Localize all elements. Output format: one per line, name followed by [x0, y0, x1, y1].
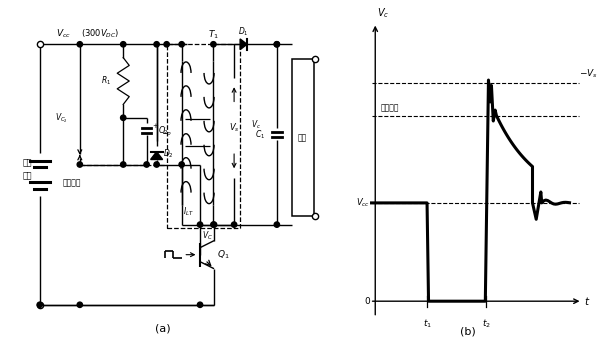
- Circle shape: [37, 302, 43, 307]
- Circle shape: [77, 42, 82, 47]
- Text: $I_{LT}$: $I_{LT}$: [182, 205, 194, 217]
- Circle shape: [274, 42, 280, 47]
- Circle shape: [121, 42, 126, 47]
- Circle shape: [121, 162, 126, 167]
- Text: $t_2$: $t_2$: [482, 318, 491, 330]
- Text: +: +: [152, 123, 158, 129]
- Text: 钳位电压: 钳位电压: [381, 104, 400, 113]
- Text: $V_{cc}$: $V_{cc}$: [356, 197, 370, 209]
- Circle shape: [121, 115, 126, 121]
- Bar: [167, 44, 240, 228]
- Text: $t_1$: $t_1$: [422, 318, 431, 330]
- Text: $V_s$: $V_s$: [229, 122, 239, 134]
- Circle shape: [154, 162, 159, 167]
- Text: $R_1$: $R_1$: [101, 75, 112, 87]
- Circle shape: [197, 302, 203, 307]
- Text: $L_p$: $L_p$: [161, 126, 172, 139]
- Polygon shape: [151, 152, 163, 159]
- Circle shape: [274, 42, 280, 47]
- Text: $-V_s$: $-V_s$: [579, 68, 598, 80]
- Text: $V_c$: $V_c$: [377, 6, 389, 20]
- Text: $(300V_{DC})$: $(300V_{DC})$: [82, 28, 120, 40]
- Circle shape: [211, 42, 216, 47]
- Text: 负载: 负载: [298, 133, 307, 142]
- Polygon shape: [240, 39, 247, 50]
- Circle shape: [154, 42, 159, 47]
- Text: $T_1$: $T_1$: [208, 28, 219, 41]
- Circle shape: [197, 222, 203, 227]
- Text: $V_C$: $V_C$: [202, 230, 212, 242]
- Circle shape: [211, 222, 217, 227]
- Circle shape: [179, 162, 184, 167]
- Circle shape: [164, 42, 169, 47]
- FancyBboxPatch shape: [292, 59, 314, 216]
- Circle shape: [179, 42, 184, 47]
- Text: $C_2$: $C_2$: [158, 124, 169, 137]
- Text: (b): (b): [460, 326, 476, 336]
- Text: $V_{cc}$: $V_{cc}$: [56, 28, 71, 40]
- Circle shape: [274, 222, 280, 227]
- Text: $t$: $t$: [584, 295, 590, 307]
- Text: 钳位电压: 钳位电压: [63, 178, 82, 187]
- Text: $V_c$: $V_c$: [251, 118, 261, 131]
- Text: (a): (a): [155, 323, 171, 333]
- Circle shape: [144, 162, 149, 167]
- Circle shape: [211, 222, 216, 227]
- Text: 直流: 直流: [22, 158, 32, 167]
- Text: 电源: 电源: [22, 172, 32, 181]
- Circle shape: [232, 222, 237, 227]
- Text: $V_{C_2}$: $V_{C_2}$: [55, 111, 68, 125]
- Text: $Q_1$: $Q_1$: [217, 248, 230, 261]
- Text: $D_2$: $D_2$: [163, 148, 174, 160]
- Text: $C_1$: $C_1$: [255, 128, 265, 141]
- Circle shape: [77, 162, 82, 167]
- Text: $D_1$: $D_1$: [238, 25, 249, 38]
- Text: 0: 0: [364, 297, 370, 306]
- Circle shape: [77, 302, 82, 307]
